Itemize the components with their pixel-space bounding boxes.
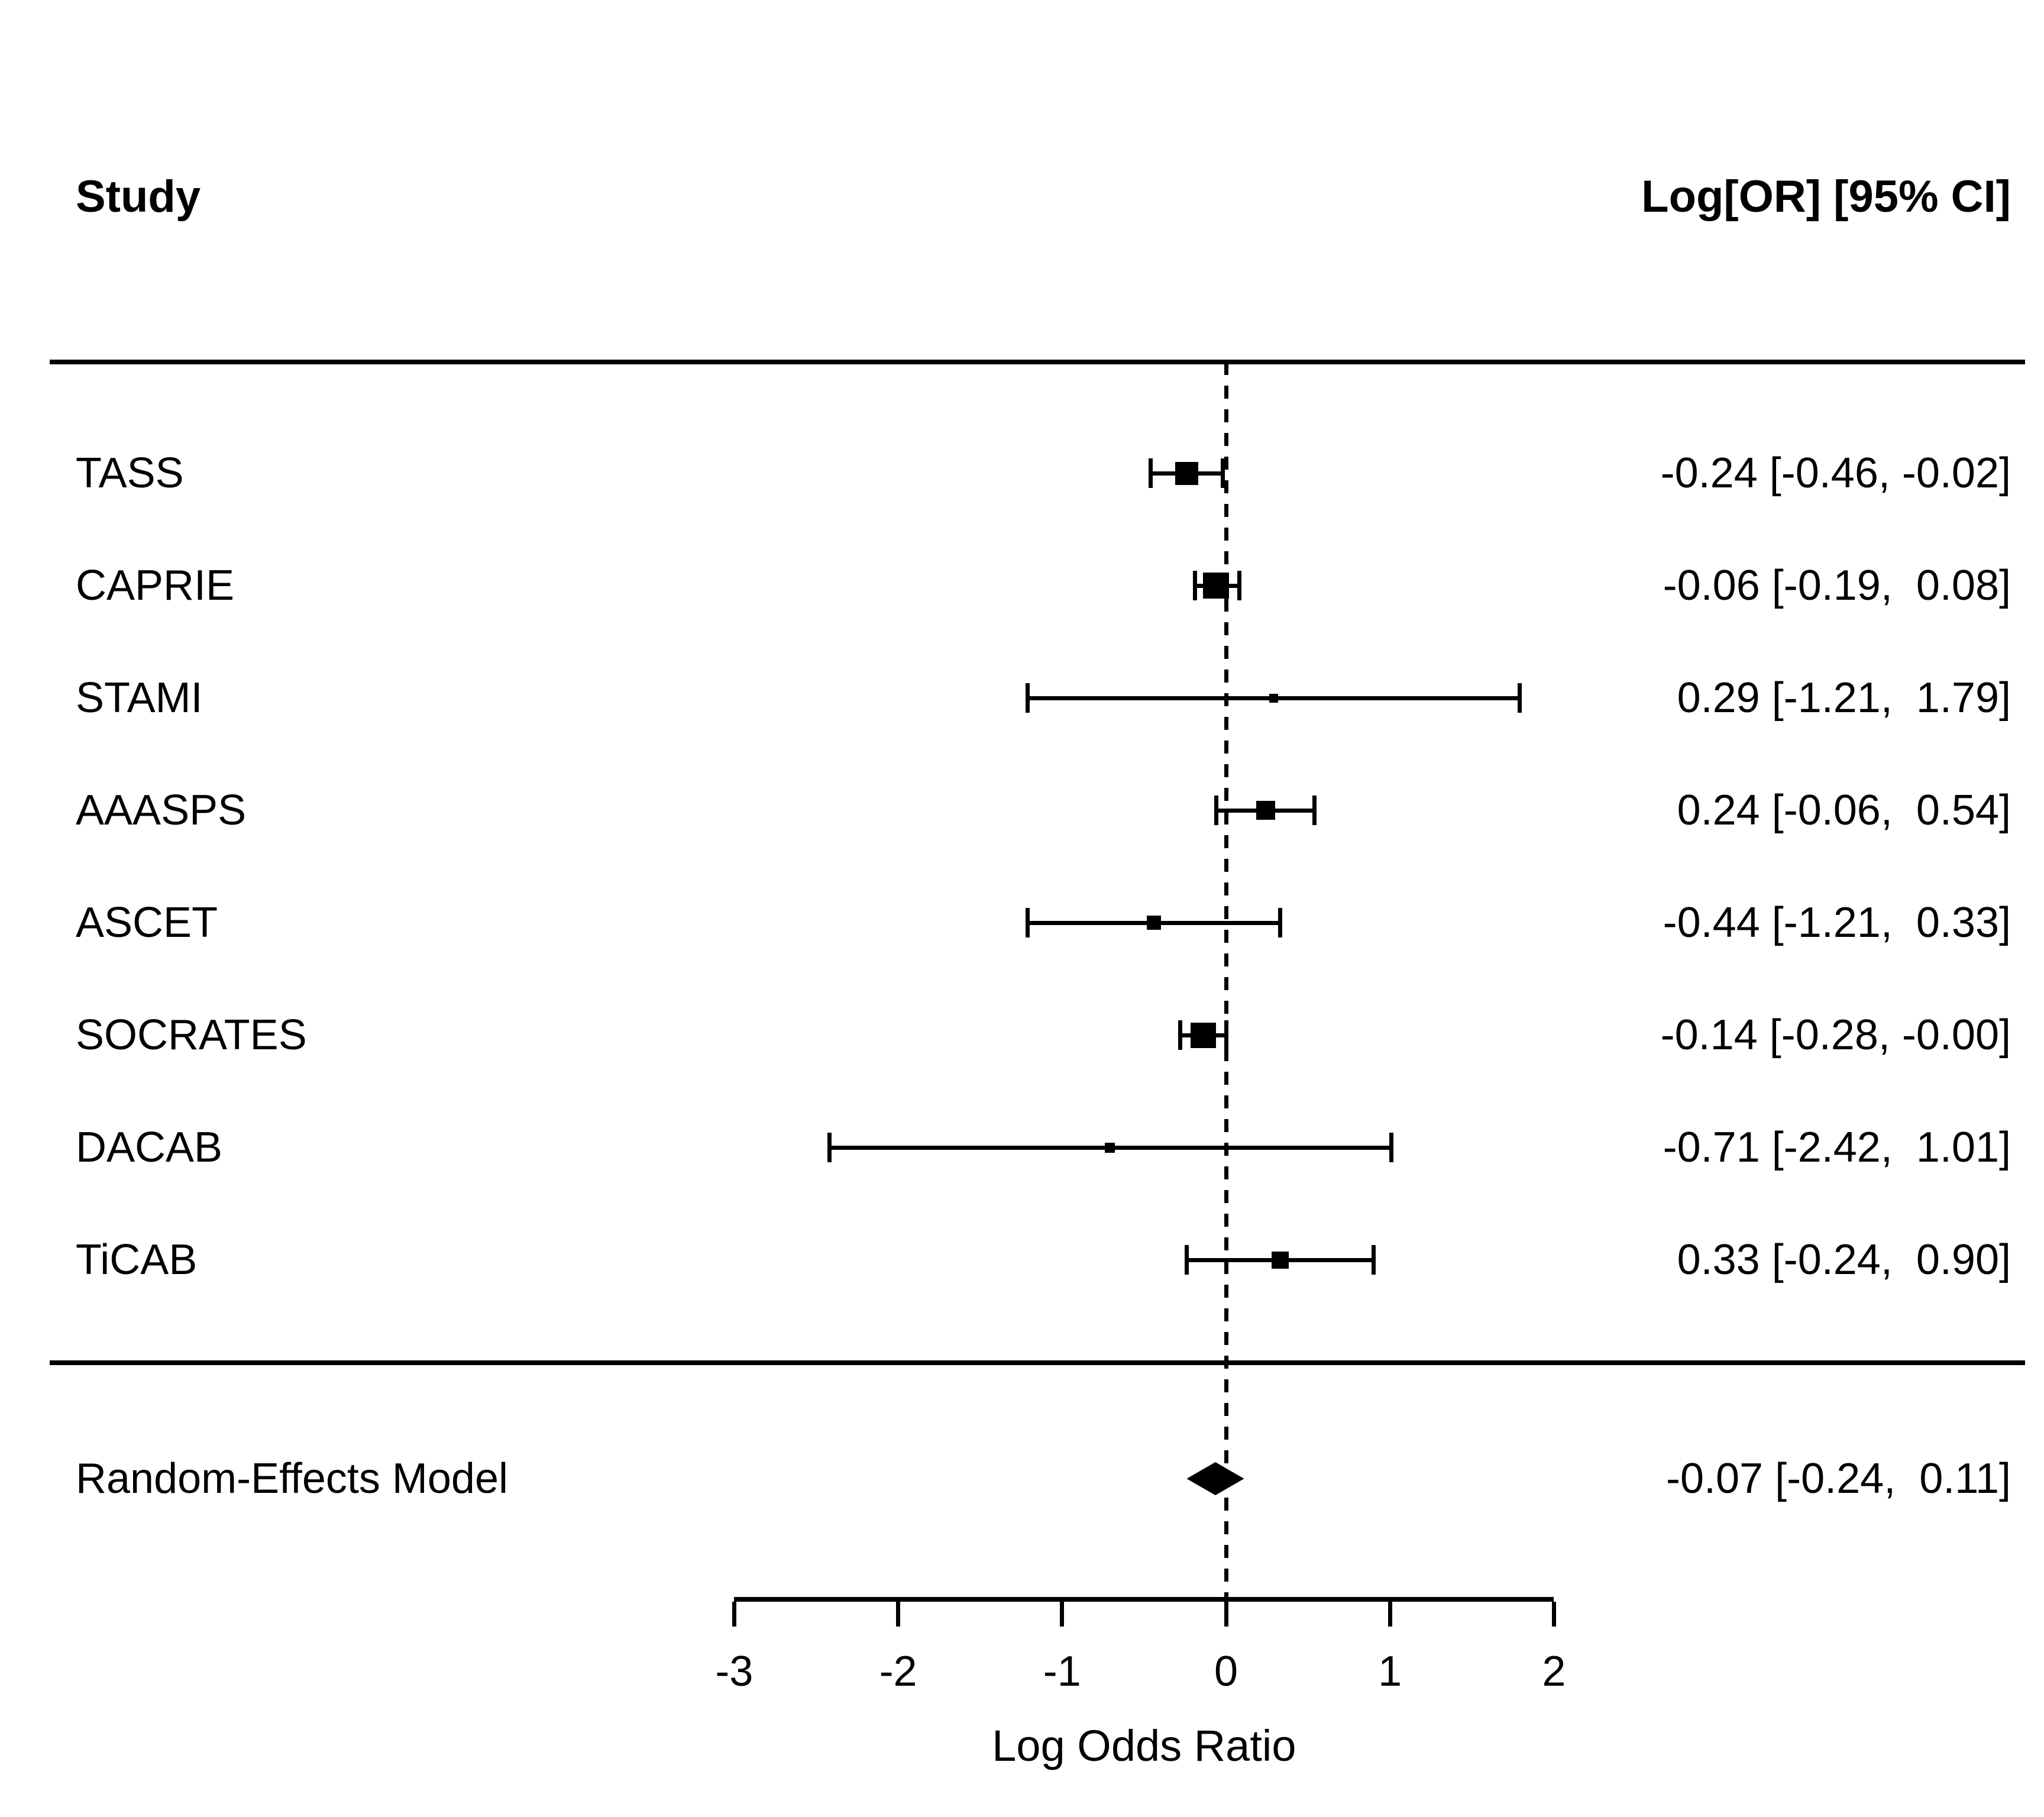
confidence-interval-endcap	[1237, 571, 1241, 600]
study-label: TASS	[76, 450, 184, 497]
study-label: STAMI	[76, 674, 203, 722]
summary-divider-rule	[50, 1360, 2025, 1365]
header-divider-rule	[50, 360, 2025, 364]
x-axis-tick-label: -1	[1043, 1648, 1081, 1695]
confidence-interval-endcap	[827, 1133, 832, 1162]
x-axis-title: Log Odds Ratio	[992, 1721, 1296, 1770]
x-axis-tick-label: -2	[879, 1648, 917, 1695]
confidence-interval-endcap	[1312, 796, 1317, 825]
point-estimate-box	[1256, 801, 1275, 820]
point-estimate-box	[1271, 1251, 1289, 1269]
study-label: ASCET	[76, 899, 218, 946]
x-axis-tick	[896, 1602, 901, 1627]
study-label: TiCAB	[76, 1236, 198, 1283]
x-axis-tick	[1551, 1602, 1556, 1627]
study-effect-value: -0.44 [-1.21, 0.33]	[1663, 899, 2011, 946]
confidence-interval-endcap	[1371, 1245, 1376, 1275]
confidence-interval-endcap	[1192, 571, 1197, 600]
confidence-interval-endcap	[1026, 908, 1030, 937]
study-effect-value: -0.71 [-2.42, 1.01]	[1663, 1124, 2011, 1171]
x-axis-tick-label: 0	[1214, 1648, 1238, 1695]
confidence-interval-endcap	[1389, 1133, 1394, 1162]
study-effect-value: 0.33 [-0.24, 0.90]	[1677, 1236, 2011, 1283]
summary-diamond	[1186, 1462, 1244, 1495]
confidence-interval-endcap	[1214, 796, 1218, 825]
confidence-interval-endcap	[1278, 908, 1282, 937]
summary-value: -0.07 [-0.24, 0.11]	[1665, 1455, 2011, 1502]
x-axis-tick	[1224, 1602, 1228, 1627]
effect-column-header: Log[OR] [95% CI]	[1641, 172, 2011, 222]
study-label: SOCRATES	[76, 1011, 307, 1059]
x-axis-tick	[732, 1602, 736, 1627]
x-axis-tick	[1060, 1602, 1065, 1627]
point-estimate-box	[1203, 573, 1230, 599]
study-effect-value: -0.14 [-0.28, -0.00]	[1660, 1011, 2011, 1059]
point-estimate-box	[1175, 461, 1198, 485]
confidence-interval-endcap	[1224, 1020, 1228, 1050]
point-estimate-box	[1104, 1142, 1115, 1153]
study-label: CAPRIE	[76, 562, 235, 609]
study-effect-value: -0.24 [-0.46, -0.02]	[1660, 450, 2011, 497]
confidence-interval-endcap	[1178, 1020, 1182, 1050]
confidence-interval-endcap	[1184, 1245, 1189, 1275]
study-effect-value: 0.24 [-0.06, 0.54]	[1677, 787, 2011, 834]
x-axis-tick	[1388, 1602, 1392, 1627]
study-column-header: Study	[76, 172, 201, 222]
confidence-interval-endcap	[1026, 683, 1030, 713]
point-estimate-box	[1269, 693, 1278, 703]
zero-reference-line	[1224, 362, 1228, 1597]
summary-label: Random-Effects Model	[76, 1455, 509, 1502]
confidence-interval-endcap	[1148, 458, 1153, 488]
study-label: DACAB	[76, 1124, 223, 1171]
x-axis-tick-label: -3	[715, 1648, 753, 1695]
confidence-interval-endcap	[1517, 683, 1522, 713]
confidence-interval-endcap	[1220, 458, 1225, 488]
study-effect-value: -0.06 [-0.19, 0.08]	[1663, 562, 2011, 609]
x-axis-tick-label: 2	[1542, 1648, 1566, 1695]
study-label: AAASPS	[76, 787, 247, 834]
x-axis-line	[734, 1597, 1554, 1602]
point-estimate-box	[1190, 1022, 1216, 1048]
x-axis-tick-label: 1	[1378, 1648, 1402, 1695]
point-estimate-box	[1147, 916, 1162, 930]
study-effect-value: 0.29 [-1.21, 1.79]	[1677, 674, 2011, 722]
